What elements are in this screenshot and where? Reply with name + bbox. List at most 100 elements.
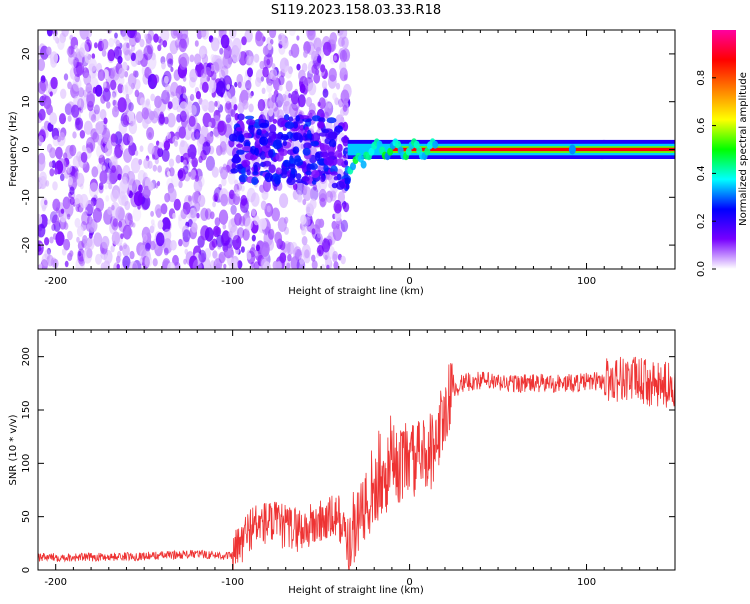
spectrogram-cell	[248, 56, 255, 66]
spectrogram-cell	[143, 45, 153, 61]
spectrogram-cell	[173, 261, 181, 269]
spectrogram-cell	[147, 75, 152, 83]
spectrogram-cell	[72, 131, 77, 139]
spectrogram-cell	[193, 178, 203, 193]
spectrogram-cell	[212, 250, 218, 259]
spectrogram-cell	[309, 186, 319, 201]
spectrogram-cell	[205, 155, 215, 171]
spectrogram-cell	[226, 83, 231, 90]
spectrogram-cell	[76, 225, 84, 237]
spectrogram-cell	[286, 177, 296, 186]
spectrogram-cell	[219, 47, 224, 55]
colorbar-tick-label: 0.8	[696, 70, 707, 86]
spectrogram-cell	[171, 97, 180, 111]
spectrogram-cell	[114, 32, 118, 39]
spectrogram-cell	[163, 247, 169, 256]
spectrogram-cell	[183, 258, 187, 265]
spectrogram-cell	[167, 262, 176, 269]
spectrogram-cell	[295, 115, 301, 122]
x-tick-label: -200	[44, 577, 67, 588]
spectrogram-cell	[215, 253, 225, 267]
spectrogram-cell	[88, 232, 93, 239]
colorbar-gradient	[712, 30, 736, 269]
spectrogram-cell	[244, 50, 254, 66]
spectrogram-cell	[223, 49, 230, 60]
spectrogram-cell	[318, 97, 326, 110]
spectrogram-cell	[290, 90, 300, 105]
spectrogram-cell	[306, 41, 315, 55]
spectrogram-cell	[306, 30, 316, 40]
y-tick-label: 200	[21, 347, 32, 366]
spectrogram-cell	[305, 96, 313, 108]
spectrogram-cell	[269, 124, 277, 134]
spectrogram-cell	[147, 142, 155, 155]
spectrogram-cell	[204, 66, 212, 78]
spectrogram-cell	[49, 168, 55, 177]
spectrogram-cell	[166, 177, 174, 189]
spectrogram-cell	[134, 89, 140, 98]
spectrogram-cell	[222, 223, 227, 230]
spectrogram-cell	[134, 79, 141, 90]
spectrogram-cell	[266, 58, 271, 66]
spectrogram-cell	[85, 82, 93, 94]
spectrogram-cell	[160, 203, 168, 215]
spectrogram-cell	[272, 118, 278, 124]
y-tick-label: 10	[21, 95, 32, 108]
spectrogram-cell	[209, 211, 215, 220]
spectrogram-cell	[341, 36, 349, 49]
spectrogram-cell	[86, 138, 91, 145]
spectrogram-cell	[76, 236, 80, 243]
spectrogram-cell	[49, 211, 58, 224]
spectrogram-cell	[63, 238, 71, 251]
spectrogram-cell	[38, 108, 46, 121]
spectrogram-cell	[344, 160, 349, 166]
spectrogram-cell	[110, 79, 117, 91]
spectrogram-cell	[324, 254, 328, 261]
spectrogram-cell	[169, 40, 179, 55]
spectrogram-cell	[91, 166, 99, 178]
spectrogram-cell	[79, 106, 84, 114]
spectrogram-cell	[210, 71, 217, 81]
spectrogram-cell	[168, 167, 175, 177]
spectrogram-cell	[339, 67, 348, 82]
spectrogram-cell	[269, 30, 277, 39]
spectrogram-cell	[245, 55, 252, 65]
spectrogram-cell	[253, 215, 260, 226]
spectrogram-cell	[337, 191, 345, 204]
spectrogram-cell	[247, 67, 253, 78]
spectrogram-cell	[148, 132, 152, 138]
spectrogram-cell	[330, 171, 338, 176]
spectrogram-cell	[79, 42, 89, 58]
spectrogram-cell	[110, 245, 115, 253]
spectrogram-cell	[315, 151, 321, 162]
spectrogram-cell	[64, 202, 74, 217]
spectrogram-cell	[298, 254, 305, 265]
spectrogram-cell	[113, 148, 121, 160]
spectrogram-cell	[302, 147, 311, 156]
spectrogram-cell	[126, 170, 136, 186]
spectrogram-cell	[170, 81, 179, 97]
spectrogram-cell	[110, 201, 120, 218]
spectrogram-cell	[142, 185, 151, 199]
spectrogram-cell	[89, 178, 98, 192]
spectrogram-cell	[80, 151, 88, 163]
spectrogram-cell	[59, 132, 65, 141]
spectrogram-cell	[343, 202, 350, 213]
spectrogram-cell	[262, 109, 270, 121]
spectrogram-cell	[191, 222, 198, 233]
spectrogram-cell	[121, 183, 130, 198]
spectrogram-cell	[300, 143, 304, 149]
spectrogram-cell	[236, 143, 244, 148]
spectrogram-cell	[108, 37, 115, 48]
spectrogram-cell	[271, 94, 277, 103]
spectrogram-cell	[194, 40, 199, 47]
spectrogram-cell	[317, 249, 322, 255]
spectrogram-cell	[128, 102, 134, 112]
spectrogram-cell	[327, 151, 335, 157]
spectrogram-cell	[161, 217, 171, 233]
spectrogram-cell	[63, 222, 69, 230]
figure-title: S119.2023.158.03.33.R18	[271, 3, 441, 18]
spectrogram-cell	[259, 136, 269, 146]
spectrogram-cell	[152, 258, 158, 267]
spectrogram-cell	[47, 122, 54, 132]
